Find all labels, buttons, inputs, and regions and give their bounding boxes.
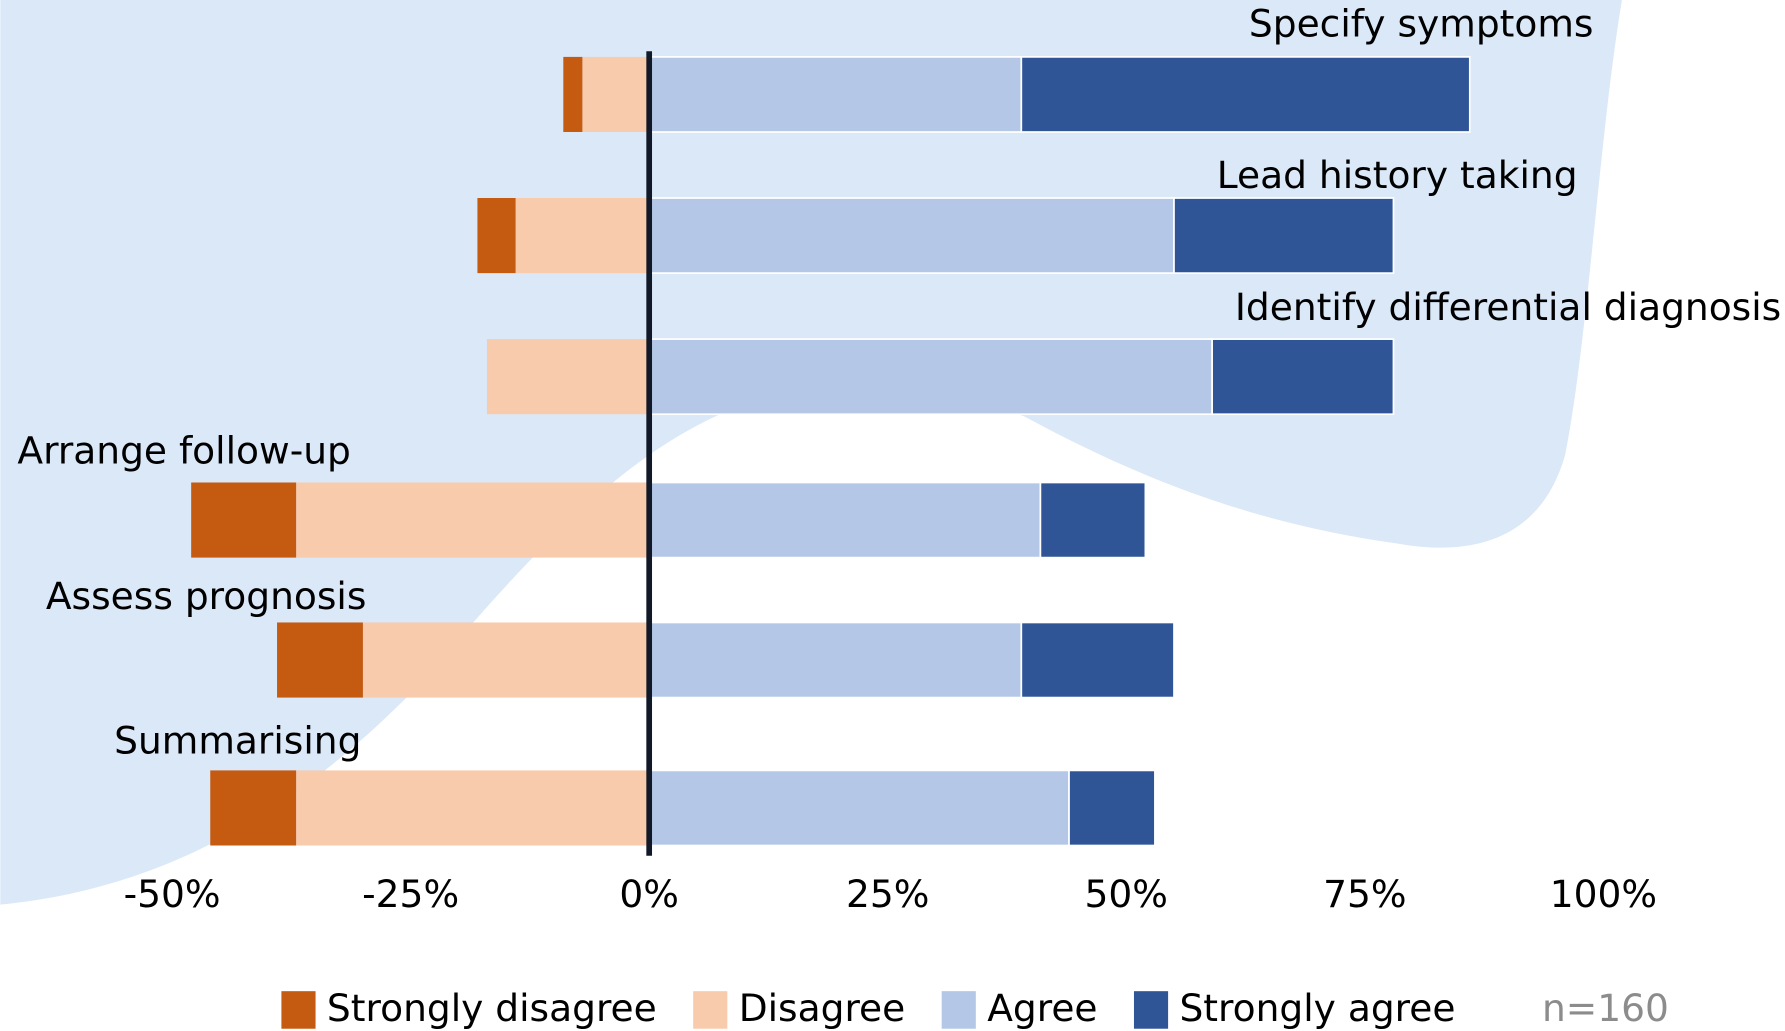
bar-segment [516,198,650,273]
category-label: Lead history taking [1217,153,1578,197]
bar-segment [296,770,649,845]
legend-label: Agree [987,986,1097,1030]
bar-segment [649,482,1040,557]
category-label: Assess prognosis [46,574,367,618]
x-tick-label: 75% [1323,872,1406,916]
legend-label: Strongly disagree [327,986,657,1030]
bar-segment [649,57,1021,132]
category-label: Arrange follow-up [17,428,351,472]
legend-swatch [281,991,315,1029]
chart: Specify symptoms Lead history taking Ident… [0,0,1785,1031]
bar-segment [1174,198,1393,273]
bar-segment [277,622,363,697]
x-tick-label: 0% [619,872,679,916]
legend-label: Disagree [739,986,906,1030]
x-tick-label: -50% [124,872,221,916]
x-tick-label: 50% [1085,872,1168,916]
x-tick-label: 100% [1550,872,1657,916]
bar-segment [649,339,1212,414]
bar-segment [582,57,649,132]
bar-segment [563,57,582,132]
bar-segment [1021,57,1469,132]
x-tick-label: 25% [846,872,929,916]
bar-segment [477,198,515,273]
bar-segment [1021,622,1174,697]
annotation: n=160 [1542,986,1669,1030]
bar-segment [649,770,1069,845]
bar-segment [296,482,649,557]
bar-segment [1040,482,1145,557]
legend-label: Strongly agree [1179,986,1455,1030]
legend-swatch [1134,991,1168,1029]
bar-segment [191,482,296,557]
category-label: Identify differential diagnosis [1235,285,1781,329]
bar-segment [363,622,649,697]
category-label: Specify symptoms [1249,2,1594,46]
legend-swatch [693,991,727,1029]
bar-segment [487,339,649,414]
bar-segment [649,622,1021,697]
legend-swatch [942,991,976,1029]
x-tick-label: -25% [362,872,459,916]
category-label: Summarising [114,719,361,763]
page: {"chart_data": { "type": "diverging-bar"… [0,0,1785,1031]
bar-segment [210,770,296,845]
bar-segment [649,198,1174,273]
bar-segment [1069,770,1155,845]
bar-segment [1212,339,1393,414]
